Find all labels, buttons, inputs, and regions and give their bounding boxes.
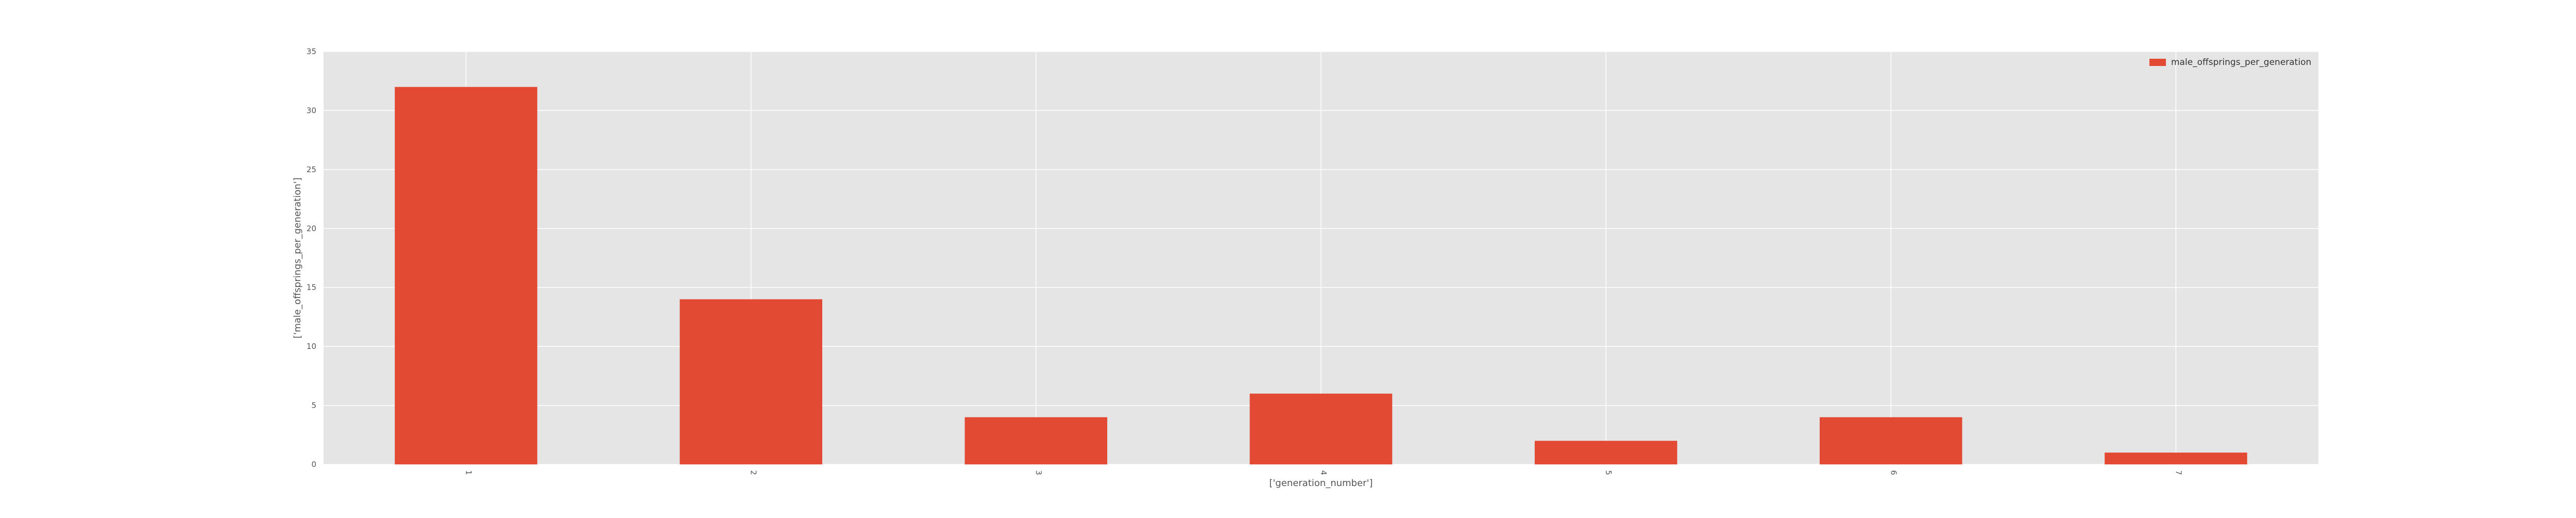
bar — [1534, 441, 1677, 464]
bar — [2105, 453, 2247, 464]
x-tick-label: 3 — [1034, 470, 1043, 475]
bar — [1249, 393, 1393, 464]
x-tick-label: 1 — [464, 470, 473, 475]
legend: male_offsprings_per_generation — [2149, 57, 2311, 68]
x-tick-label: 7 — [2174, 470, 2183, 475]
y-tick-label: 30 — [307, 106, 316, 115]
bar — [964, 417, 1108, 464]
y-tick-label: 5 — [311, 401, 316, 410]
bars — [395, 87, 2247, 464]
y-tick-label: 20 — [307, 224, 316, 233]
legend-label: male_offsprings_per_generation — [2171, 57, 2311, 68]
x-tick-label: 5 — [1604, 470, 1613, 475]
x-axis-label: ['generation_number'] — [1269, 478, 1372, 489]
y-tick-label: 0 — [311, 460, 316, 469]
bar — [395, 87, 537, 464]
y-axis-label: ['male_offsprings_per_generation'] — [292, 177, 303, 338]
y-tick-label: 10 — [307, 342, 316, 351]
x-tick-label: 2 — [749, 470, 758, 475]
bar — [680, 299, 822, 464]
x-tick-labels: 1 2 3 4 5 6 7 — [464, 470, 2183, 475]
y-tick-label: 15 — [307, 283, 316, 292]
y-tick-labels: 0 5 10 15 20 25 30 35 — [307, 47, 316, 469]
legend-swatch — [2149, 59, 2166, 66]
x-tick-label: 4 — [1319, 470, 1328, 475]
bar — [1820, 417, 1962, 464]
y-tick-label: 35 — [307, 47, 316, 56]
y-tick-label: 25 — [307, 165, 316, 174]
x-tick-label: 6 — [1889, 470, 1898, 475]
